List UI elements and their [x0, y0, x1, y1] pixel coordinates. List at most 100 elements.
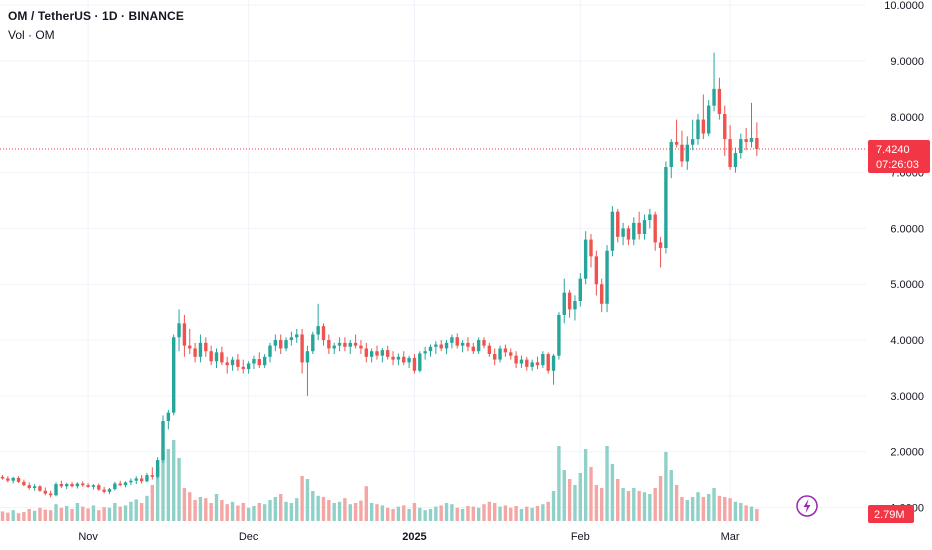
candle-body: [680, 144, 684, 162]
y-tick-label: 3.0000: [890, 391, 924, 403]
candle-body: [386, 350, 390, 357]
candle-body: [434, 344, 438, 347]
candle-body: [107, 489, 112, 492]
volume-bar: [348, 504, 352, 521]
candle-body: [321, 326, 326, 341]
volume-bar: [621, 488, 625, 521]
candle-body: [482, 340, 486, 346]
candle-body: [616, 211, 620, 237]
candle-body: [295, 334, 299, 338]
candle-body: [407, 357, 411, 363]
volume-bar: [514, 506, 518, 521]
volume-bar: [701, 497, 706, 521]
volume-bar: [225, 504, 229, 521]
volume-bar: [145, 495, 149, 521]
volume-bar: [27, 509, 31, 521]
volume-bar: [65, 506, 69, 521]
volume-bar: [717, 495, 722, 521]
candle-body: [455, 337, 459, 346]
volume-bar: [669, 470, 673, 521]
candle-body: [428, 346, 433, 352]
volume-bar: [632, 488, 636, 521]
candle-body: [353, 342, 358, 346]
candle-body: [236, 359, 240, 367]
candle-body: [284, 340, 288, 349]
volume-indicator-label[interactable]: Vol · OM: [8, 28, 55, 42]
volume-bar: [450, 504, 454, 521]
candle-body: [59, 484, 64, 487]
candle-body: [327, 340, 331, 349]
candle-body: [471, 346, 475, 352]
candle-body: [54, 484, 58, 496]
volume-bar: [161, 452, 165, 521]
volume-bar: [134, 499, 138, 521]
volume-bar: [139, 503, 144, 521]
volume-bar: [22, 512, 26, 521]
volume-bar: [321, 497, 326, 521]
symbol-title[interactable]: OM / TetherUS · 1D · BINANCE: [8, 9, 184, 23]
candle-body: [642, 220, 647, 235]
volume-bar: [257, 503, 261, 521]
candle-body: [316, 326, 320, 335]
volume-bar: [16, 513, 21, 521]
volume-bar: [567, 479, 572, 521]
candle-body: [369, 351, 374, 357]
volume-bar: [59, 507, 64, 521]
volume-bar: [423, 510, 427, 521]
candle-body: [177, 323, 181, 338]
candle-body: [487, 345, 492, 355]
volume-bar: [519, 509, 524, 521]
candle-body: [172, 337, 176, 413]
candle-body: [696, 119, 700, 140]
volume-bar: [102, 507, 106, 521]
volume-bar: [471, 506, 475, 521]
candle-body: [493, 354, 497, 360]
volume-bar: [723, 497, 727, 521]
candle-body: [535, 362, 540, 366]
volume-bar: [466, 506, 470, 521]
volume-bar: [658, 476, 663, 521]
volume-bar: [375, 504, 379, 521]
candle-body: [439, 344, 443, 349]
candle-body: [6, 478, 10, 481]
volume-bar: [610, 464, 615, 521]
candle-body: [145, 475, 149, 482]
candle-body: [193, 348, 197, 357]
volume-bar: [391, 509, 395, 521]
candle-body: [268, 345, 272, 357]
candle-body: [749, 138, 754, 142]
candle-body: [557, 314, 561, 356]
candle-body: [744, 139, 748, 142]
candle-body: [86, 485, 90, 487]
volume-bar: [535, 506, 540, 521]
volume-bar: [268, 500, 272, 521]
lightning-icon[interactable]: [796, 495, 818, 517]
candle-body: [600, 284, 604, 304]
volume-value-label: 2.79M: [874, 509, 905, 521]
candle-body: [589, 239, 593, 257]
volume-bar: [311, 491, 315, 521]
candle-body: [412, 357, 417, 371]
price-badge[interactable]: 7.4240 07:26:03: [868, 139, 930, 173]
volume-bar: [97, 510, 101, 521]
volume-bar: [75, 503, 80, 521]
candle-body: [48, 493, 53, 496]
candle-body: [220, 352, 224, 363]
volume-bar: [739, 503, 743, 521]
volume-bar: [402, 505, 406, 521]
candle-body: [391, 356, 395, 360]
x-tick-label: Nov: [78, 531, 98, 543]
candle-body: [605, 250, 609, 304]
volume-bar: [648, 494, 652, 521]
candle-body: [97, 485, 101, 490]
candle-body: [150, 475, 154, 477]
volume-bar: [744, 505, 748, 521]
candle-body: [262, 356, 267, 366]
volume-bar: [209, 503, 213, 521]
volume-bar: [674, 485, 679, 521]
candle-body: [466, 342, 470, 347]
candle-body: [155, 460, 160, 477]
candle-body: [81, 483, 85, 486]
candle-body: [739, 139, 743, 154]
